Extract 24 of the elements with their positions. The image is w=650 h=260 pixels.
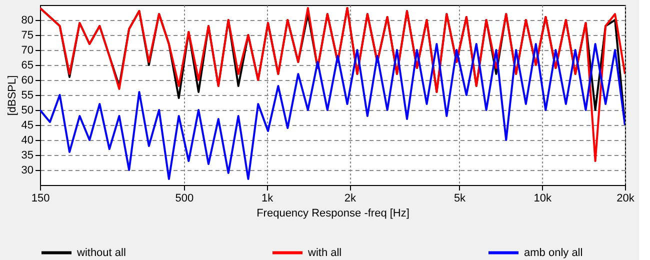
y-axis-title: [dBSPL] <box>6 75 18 116</box>
x-tick-label: 150 <box>31 192 50 204</box>
x-tick-label: 2k <box>344 192 357 204</box>
y-tick-label: 75 <box>21 30 34 42</box>
line-series <box>40 43 625 180</box>
y-tick-label: 70 <box>21 44 34 56</box>
y-tick-label: 45 <box>21 120 34 132</box>
legend-label: without all <box>76 246 126 259</box>
x-tick-label: 10k <box>534 192 552 204</box>
x-tick-label: 500 <box>175 192 194 204</box>
x-tick-label: 1k <box>262 192 274 204</box>
y-tick-label: 60 <box>21 74 34 86</box>
y-tick-label: 35 <box>21 150 34 162</box>
y-tick-label: 40 <box>21 134 34 146</box>
legend-label: amb only all <box>524 246 583 259</box>
x-tick-label: 20k <box>616 192 635 204</box>
y-tick-label: 80 <box>21 14 34 26</box>
x-axis-title: Frequency Response -freq [Hz] <box>256 208 410 220</box>
legend-label: with all <box>307 246 342 259</box>
y-tick-label: 55 <box>21 90 34 102</box>
y-tick-label: 65 <box>21 60 34 72</box>
y-tick-label: 50 <box>21 104 34 116</box>
y-tick-label: 30 <box>21 164 34 176</box>
x-tick-label: 5k <box>454 192 466 204</box>
